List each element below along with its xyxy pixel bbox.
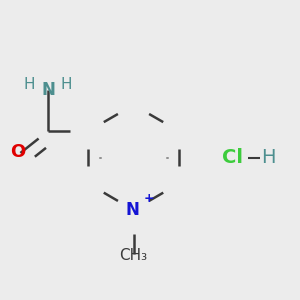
Text: O: O: [11, 143, 26, 161]
Text: H: H: [24, 77, 35, 92]
Text: N: N: [41, 81, 55, 99]
Text: +: +: [144, 192, 154, 205]
Text: H: H: [261, 148, 276, 167]
Text: H: H: [61, 77, 72, 92]
Text: N: N: [125, 201, 139, 219]
Text: CH₃: CH₃: [119, 248, 148, 262]
Text: Cl: Cl: [222, 148, 243, 167]
